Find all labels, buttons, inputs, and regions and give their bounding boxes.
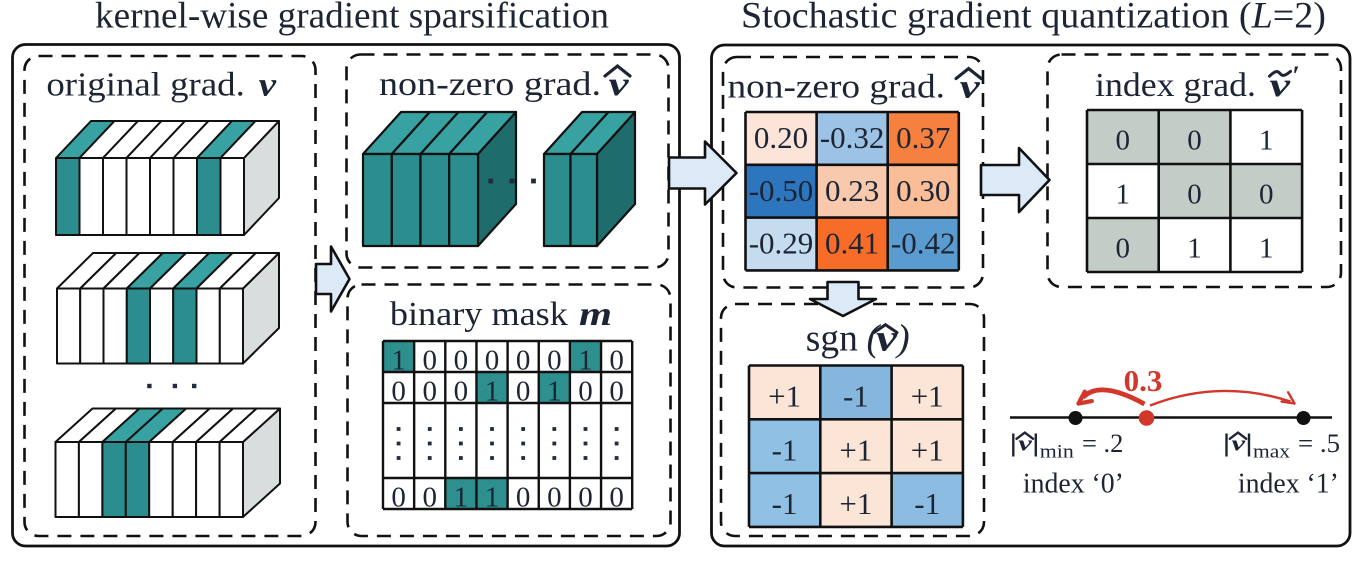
svg-text:v: v [960,69,981,106]
svg-text:-1: -1 [772,432,798,467]
svg-text:0.20: 0.20 [754,120,808,155]
svg-text:0: 0 [516,482,531,514]
svg-text:0: 0 [422,345,437,377]
svg-text:0.23: 0.23 [825,173,879,208]
svg-text:0: 0 [422,482,437,514]
svg-text:non-zero grad.: non-zero grad. [728,69,946,106]
svg-text:v: v [259,66,277,103]
svg-text:0.3: 0.3 [1124,363,1163,398]
svg-text:0: 0 [609,376,624,408]
svg-text:1: 1 [485,376,500,408]
svg-text:+1: +1 [768,379,801,414]
svg-text:0.41: 0.41 [825,226,879,261]
svg-text:= .2: = .2 [1082,429,1123,458]
svg-text:min: min [1040,442,1075,463]
svg-text:1: 1 [1187,233,1202,265]
svg-text:0: 0 [422,376,437,408]
svg-text:kernel-wise gradient sparsific: kernel-wise gradient sparsification [95,0,609,37]
svg-text:0: 0 [547,482,562,514]
svg-text:1: 1 [547,376,562,408]
svg-text:0: 0 [578,376,593,408]
svg-text:1: 1 [1116,179,1131,211]
svg-text:1: 1 [391,345,406,377]
svg-text:-0.32: -0.32 [820,120,885,155]
svg-text:-1: -1 [843,379,869,414]
svg-text:max: max [1253,442,1291,463]
svg-text:0: 0 [578,482,593,514]
svg-text:0: 0 [516,376,531,408]
svg-text:0: 0 [1187,179,1202,211]
svg-text:m: m [579,296,612,333]
svg-text:0: 0 [1259,179,1274,211]
svg-text:1: 1 [1259,233,1274,265]
svg-text:Stochastic gradient quantizati: Stochastic gradient quantization (L=2) [741,0,1326,37]
svg-text:0: 0 [391,376,406,408]
svg-text:0: 0 [391,482,406,514]
svg-text:= .5: = .5 [1298,429,1340,458]
svg-text:0: 0 [485,345,500,377]
svg-text:0: 0 [609,482,624,514]
svg-text:0: 0 [1187,125,1202,157]
svg-text:0.30: 0.30 [896,173,950,208]
svg-text:0: 0 [1116,233,1131,265]
svg-text:non-zero grad.: non-zero grad. [379,66,601,103]
svg-text:+1: +1 [839,486,872,521]
svg-text:index grad.: index grad. [1095,67,1256,104]
svg-text:index ‘0’: index ‘0’ [1023,468,1124,500]
svg-text:): ) [895,318,910,360]
svg-text:0: 0 [454,345,469,377]
svg-text:+1: +1 [911,379,944,414]
svg-text:1: 1 [485,482,500,514]
svg-text:1: 1 [578,345,593,377]
svg-text:′: ′ [1292,61,1300,91]
svg-text:(: ( [867,318,882,360]
svg-text:-0.42: -0.42 [891,226,956,261]
svg-text:-0.29: -0.29 [749,226,814,261]
svg-text:original grad.: original grad. [46,66,244,103]
svg-text:sgn: sgn [806,318,858,360]
svg-text:0.37: 0.37 [896,120,950,155]
svg-text:binary mask: binary mask [390,296,568,333]
svg-text:+1: +1 [911,432,944,467]
svg-text:v: v [609,66,630,103]
svg-text:0: 0 [609,345,624,377]
svg-text:-1: -1 [914,486,940,521]
svg-text:0: 0 [547,345,562,377]
svg-text:1: 1 [1259,125,1274,157]
svg-text:index ‘1’: index ‘1’ [1238,468,1339,500]
svg-text:-0.50: -0.50 [749,173,814,208]
svg-text:0: 0 [454,376,469,408]
svg-text:0: 0 [516,345,531,377]
svg-text:+1: +1 [839,432,872,467]
svg-text:v: v [876,318,898,360]
svg-text:1: 1 [454,482,469,514]
svg-text:-1: -1 [772,486,798,521]
svg-text:0: 0 [1116,125,1131,157]
